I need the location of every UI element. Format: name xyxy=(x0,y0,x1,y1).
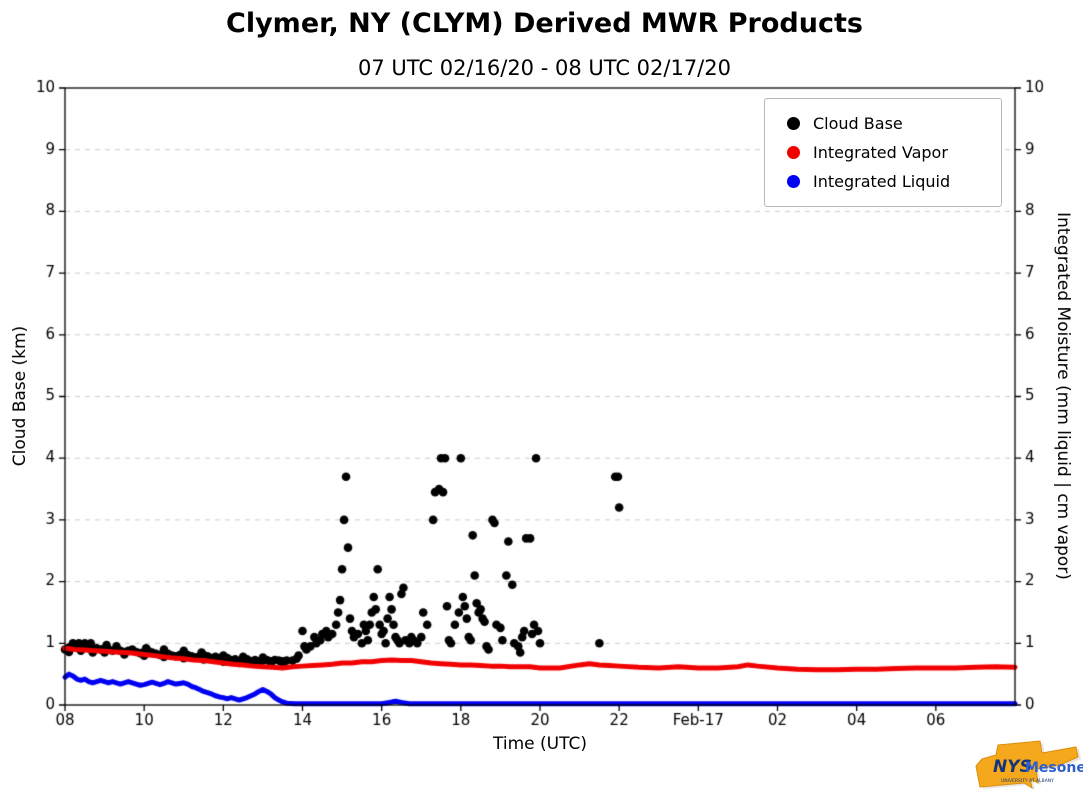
legend-label-cloud-base: Cloud Base xyxy=(813,114,903,133)
logo-text-nys: NYS xyxy=(993,757,1032,777)
nys-mesonet-logo: NYS Mesonet UNIVERSITY AT ALBANY xyxy=(971,732,1083,798)
legend-item-integrated-vapor: Integrated Vapor xyxy=(779,138,1001,167)
legend-marker-cloud-base-icon xyxy=(787,117,800,130)
chart-title: Clymer, NY (CLYM) Derived MWR Products xyxy=(226,8,863,39)
legend-marker-integrated-vapor-icon xyxy=(787,146,800,159)
logo-subtext: UNIVERSITY AT ALBANY xyxy=(1001,778,1054,784)
legend-label-integrated-vapor: Integrated Vapor xyxy=(813,143,948,162)
legend-label-integrated-liquid: Integrated Liquid xyxy=(813,172,951,191)
x-axis-label: Time (UTC) xyxy=(493,734,587,754)
legend: Cloud Base Integrated Vapor Integrated L… xyxy=(764,98,1002,207)
chart-subtitle: 07 UTC 02/16/20 - 08 UTC 02/17/20 xyxy=(358,56,731,80)
y-axis-label-left: Cloud Base (km) xyxy=(10,325,30,467)
y-axis-label-right: Integrated Moisture (mm liquid | cm vapo… xyxy=(1053,212,1073,580)
logo-text-mesonet: Mesonet xyxy=(1025,760,1083,776)
legend-marker-integrated-liquid-icon xyxy=(787,175,800,188)
legend-item-cloud-base: Cloud Base xyxy=(779,109,1001,138)
legend-item-integrated-liquid: Integrated Liquid xyxy=(779,167,1001,196)
ny-state-shape-icon: NYS Mesonet UNIVERSITY AT ALBANY xyxy=(975,740,1083,790)
